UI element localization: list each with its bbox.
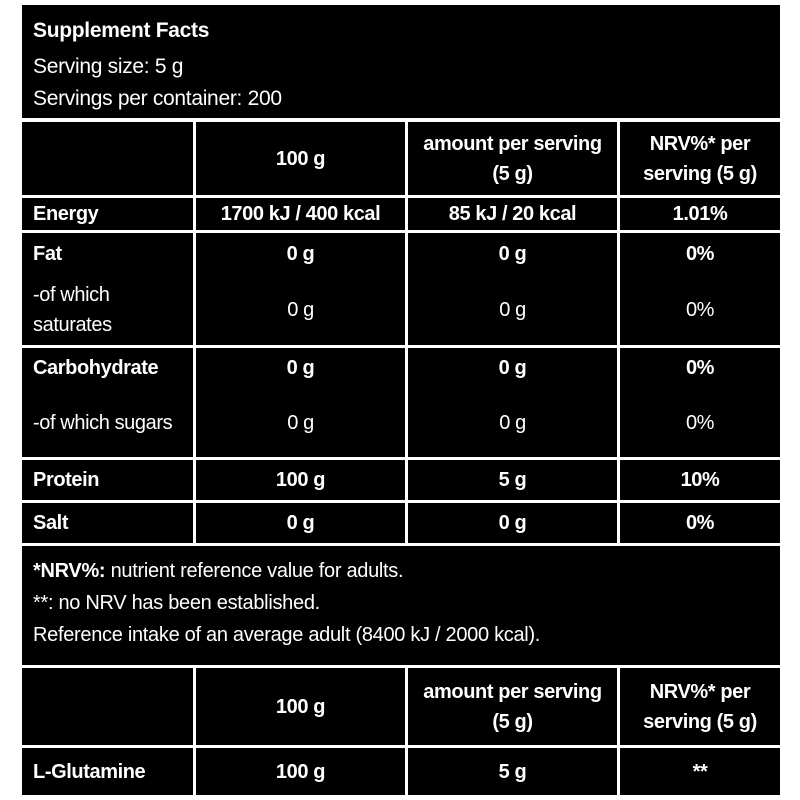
nutrient-value: 0 g bbox=[287, 299, 314, 321]
note: Reference intake of an average adult (84… bbox=[33, 621, 540, 650]
note-text: nutrient reference value for adults. bbox=[110, 560, 404, 582]
nutrient-name: Fat bbox=[33, 243, 62, 265]
note: *NRV%: nutrient reference value for adul… bbox=[33, 557, 404, 586]
nutrient-value: 0 g bbox=[286, 243, 315, 265]
cell bbox=[196, 198, 405, 230]
nutrient-value: 0 g bbox=[287, 411, 314, 434]
cell bbox=[22, 460, 193, 500]
nutrient-value: 0% bbox=[685, 357, 715, 379]
cell bbox=[408, 198, 617, 230]
ingredient-value: ** bbox=[692, 760, 708, 783]
cell bbox=[408, 122, 617, 195]
nutrient-name: Carbohydrate bbox=[33, 357, 159, 379]
cell bbox=[408, 233, 617, 345]
title: Supplement Facts bbox=[33, 19, 210, 42]
cell bbox=[408, 460, 617, 500]
cell bbox=[620, 460, 780, 500]
note-term: *NRV%: bbox=[33, 560, 106, 582]
cell bbox=[22, 122, 193, 195]
cell bbox=[22, 748, 193, 795]
cell bbox=[22, 198, 193, 230]
nutrient-name: Energy bbox=[33, 203, 99, 225]
nutrient-value: 0% bbox=[685, 411, 715, 434]
column-header: 100 g bbox=[275, 695, 326, 718]
note: **: no NRV has been established. bbox=[33, 589, 320, 618]
cell bbox=[408, 668, 617, 745]
nutrient-name: Protein bbox=[33, 469, 100, 491]
nutrient-value: 10% bbox=[680, 469, 720, 491]
nutrient-value: 0 g bbox=[499, 299, 526, 321]
nutrient-value: 85 kJ / 20 kcal bbox=[448, 203, 577, 225]
nutrient-value: 0 g bbox=[498, 243, 527, 265]
servings: Servings per container: 200 bbox=[33, 87, 282, 110]
column-header: NRV%* per serving (5 g) bbox=[643, 680, 757, 733]
cell bbox=[22, 233, 193, 345]
nutrient-value: 0 g bbox=[286, 357, 315, 379]
nutrient-value: 5 g bbox=[498, 469, 527, 491]
nutrient-name: Salt bbox=[33, 512, 69, 534]
cell bbox=[196, 233, 405, 345]
nutrient-value: 0 g bbox=[498, 357, 527, 379]
ingredient-value: 5 g bbox=[498, 760, 527, 783]
nutrient-value: 100 g bbox=[275, 469, 326, 491]
cell bbox=[620, 233, 780, 345]
serving-size: Serving size: 5 g bbox=[33, 55, 184, 78]
cell bbox=[408, 503, 617, 543]
cell bbox=[22, 668, 193, 745]
header-box bbox=[22, 5, 780, 118]
cell bbox=[620, 122, 780, 195]
cell bbox=[196, 460, 405, 500]
cell bbox=[620, 668, 780, 745]
note-text: **: no NRV has been established. bbox=[33, 592, 320, 614]
cell bbox=[196, 503, 405, 543]
column-header: 100 g bbox=[275, 147, 326, 170]
nutrient-name: -of which sugars bbox=[33, 411, 173, 434]
cell bbox=[196, 668, 405, 745]
ingredient-name: L-Glutamine bbox=[33, 760, 146, 783]
cell bbox=[620, 503, 780, 543]
nutrient-value: 0% bbox=[685, 512, 715, 534]
cell bbox=[196, 122, 405, 195]
nutrient-value: 0 g bbox=[499, 411, 526, 434]
column-header: NRV%* per serving (5 g) bbox=[643, 132, 757, 185]
ingredient-value: 100 g bbox=[275, 760, 326, 783]
nutrient-value: 0% bbox=[685, 243, 715, 265]
cell bbox=[22, 546, 780, 665]
cell bbox=[620, 748, 780, 795]
cell bbox=[22, 348, 193, 457]
nutrient-name: -of which saturates bbox=[33, 284, 112, 336]
cell bbox=[620, 348, 780, 457]
nutrient-value: 0 g bbox=[498, 512, 527, 534]
cell bbox=[196, 748, 405, 795]
cell bbox=[196, 348, 405, 457]
nutrient-value: 1700 kJ / 400 kcal bbox=[220, 203, 381, 225]
column-header: amount per serving (5 g) bbox=[423, 132, 602, 185]
column-header: amount per serving (5 g) bbox=[423, 680, 602, 733]
cell bbox=[620, 198, 780, 230]
nutrient-value: 1.01% bbox=[672, 203, 728, 225]
cell bbox=[408, 748, 617, 795]
cell bbox=[408, 348, 617, 457]
note-text: Reference intake of an average adult (84… bbox=[33, 624, 541, 646]
nutrient-value: 0 g bbox=[286, 512, 315, 534]
cell bbox=[22, 503, 193, 543]
nutrient-value: 0% bbox=[685, 299, 715, 321]
